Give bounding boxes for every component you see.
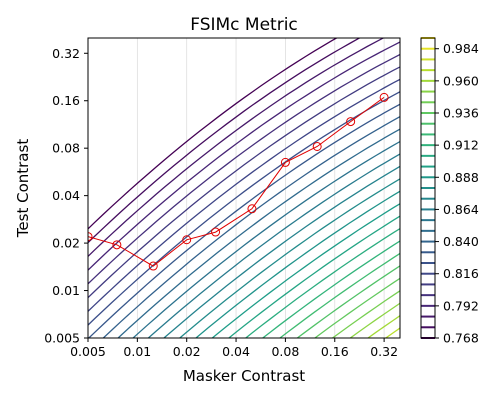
contour-line bbox=[211, 202, 400, 338]
threshold-point bbox=[280, 157, 290, 167]
threshold-point bbox=[346, 117, 356, 127]
x-tick-label: 0.01 bbox=[123, 344, 151, 359]
threshold-point bbox=[88, 232, 93, 242]
contour-line bbox=[132, 140, 400, 338]
colorbar-tick-label: 0.840 bbox=[443, 234, 479, 249]
x-tick-label: 0.005 bbox=[70, 344, 106, 359]
threshold-point bbox=[182, 235, 192, 245]
x-tick-label: 0.08 bbox=[271, 344, 299, 359]
colorbar-tick-label: 0.984 bbox=[443, 41, 479, 56]
contour-line bbox=[117, 128, 400, 338]
threshold-point bbox=[148, 261, 158, 271]
contour-line bbox=[296, 265, 400, 338]
contour-line bbox=[88, 78, 400, 313]
y-axis-label: Test Contrast bbox=[14, 139, 32, 239]
y-axis-ticks: 0.005 0.01 0.02 0.04 0.08 0.16 0.32 bbox=[44, 46, 88, 346]
contour-line bbox=[313, 277, 400, 338]
y-tick-label: 0.16 bbox=[52, 93, 80, 108]
contour-line bbox=[349, 302, 400, 338]
threshold-point bbox=[247, 204, 257, 214]
contour-line bbox=[227, 215, 400, 338]
colorbar-tick-label: 0.864 bbox=[443, 202, 479, 217]
threshold-point bbox=[112, 240, 122, 250]
contour-line bbox=[331, 290, 400, 338]
plot-background bbox=[88, 38, 400, 338]
contour-line bbox=[88, 53, 400, 285]
colorbar-tick-label: 0.936 bbox=[443, 106, 479, 121]
contour-line bbox=[194, 190, 400, 338]
threshold-point bbox=[211, 227, 221, 237]
contour-line bbox=[88, 103, 400, 338]
contour-line bbox=[163, 165, 400, 338]
contour-lines bbox=[88, 38, 400, 338]
contour-line bbox=[88, 41, 400, 272]
threshold-series bbox=[88, 92, 389, 271]
colorbar-tick-label: 0.960 bbox=[443, 73, 479, 88]
colorbar: 0.768 0.792 0.816 0.840 0.864 0.888 0.912 0.936… bbox=[420, 37, 479, 346]
contour-line bbox=[244, 227, 400, 338]
y-tick-label: 0.32 bbox=[52, 46, 80, 61]
contour-line bbox=[88, 38, 338, 230]
contour-line bbox=[88, 66, 400, 299]
colorbar-tick-label: 0.768 bbox=[443, 331, 479, 346]
threshold-line bbox=[88, 96, 385, 267]
threshold-point bbox=[312, 141, 322, 151]
chart-title: FSIMc Metric bbox=[190, 15, 298, 35]
y-tick-label: 0.02 bbox=[52, 236, 80, 251]
y-tick-label: 0.01 bbox=[52, 283, 80, 298]
colorbar-tick-label: 0.912 bbox=[443, 138, 479, 153]
contour-line bbox=[178, 178, 400, 338]
colorbar-tick-label: 0.888 bbox=[443, 170, 479, 185]
x-tick-label: 0.16 bbox=[321, 344, 349, 359]
x-axis-ticks: 0.005 0.01 0.02 0.04 0.08 0.16 0.32 bbox=[70, 338, 398, 359]
contour-line bbox=[278, 252, 400, 338]
y-tick-label: 0.005 bbox=[44, 331, 80, 346]
contour-line bbox=[88, 38, 361, 244]
y-tick-label: 0.04 bbox=[52, 188, 80, 203]
x-axis-label: Masker Contrast bbox=[183, 367, 305, 385]
x-tick-label: 0.32 bbox=[370, 344, 398, 359]
threshold-point bbox=[379, 92, 389, 102]
plot-frame bbox=[87, 37, 401, 339]
x-tick-label: 0.02 bbox=[173, 344, 201, 359]
contour-line bbox=[102, 115, 400, 338]
contour-line bbox=[261, 240, 400, 338]
x-tick-label: 0.04 bbox=[222, 344, 250, 359]
colorbar-frame bbox=[420, 37, 436, 339]
colorbar-tick-label: 0.792 bbox=[443, 298, 479, 313]
contour-line bbox=[88, 38, 385, 258]
y-tick-label: 0.08 bbox=[52, 141, 80, 156]
contour-line bbox=[147, 153, 400, 338]
colorbar-tick-label: 0.816 bbox=[443, 266, 479, 281]
